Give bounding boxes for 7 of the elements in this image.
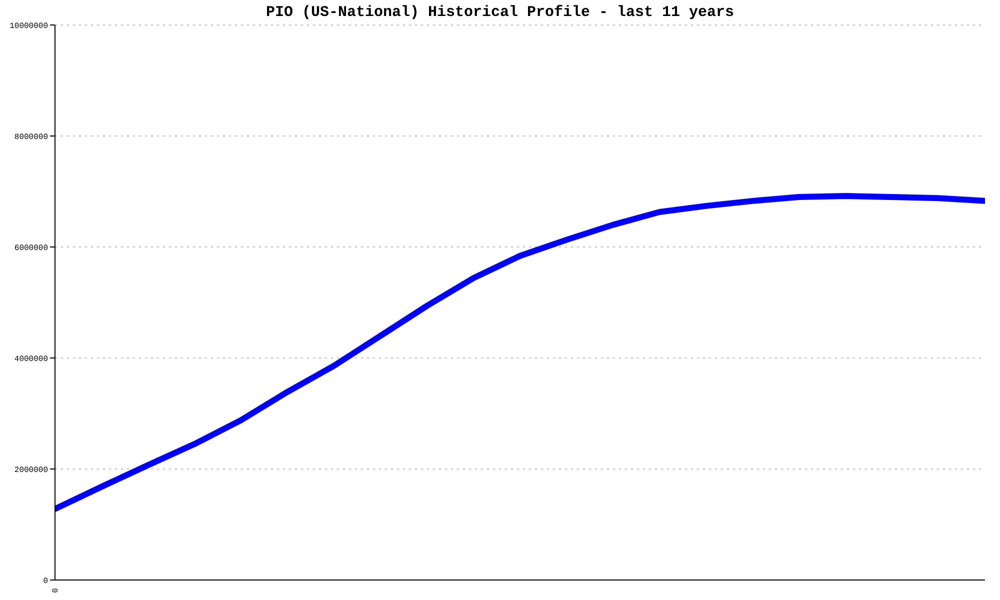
y-tick-label: 8000000	[14, 132, 48, 142]
y-tick-label: 10000000	[10, 22, 48, 31]
y-tick-label: 0	[43, 576, 48, 586]
y-tick-label: 6000000	[14, 244, 48, 253]
chart-title: PIO (US-National) Historical Profile - last 11 years	[264, 4, 736, 21]
y-tick-label: 2000000	[14, 466, 48, 475]
y-tick-label: 4000000	[14, 354, 48, 364]
